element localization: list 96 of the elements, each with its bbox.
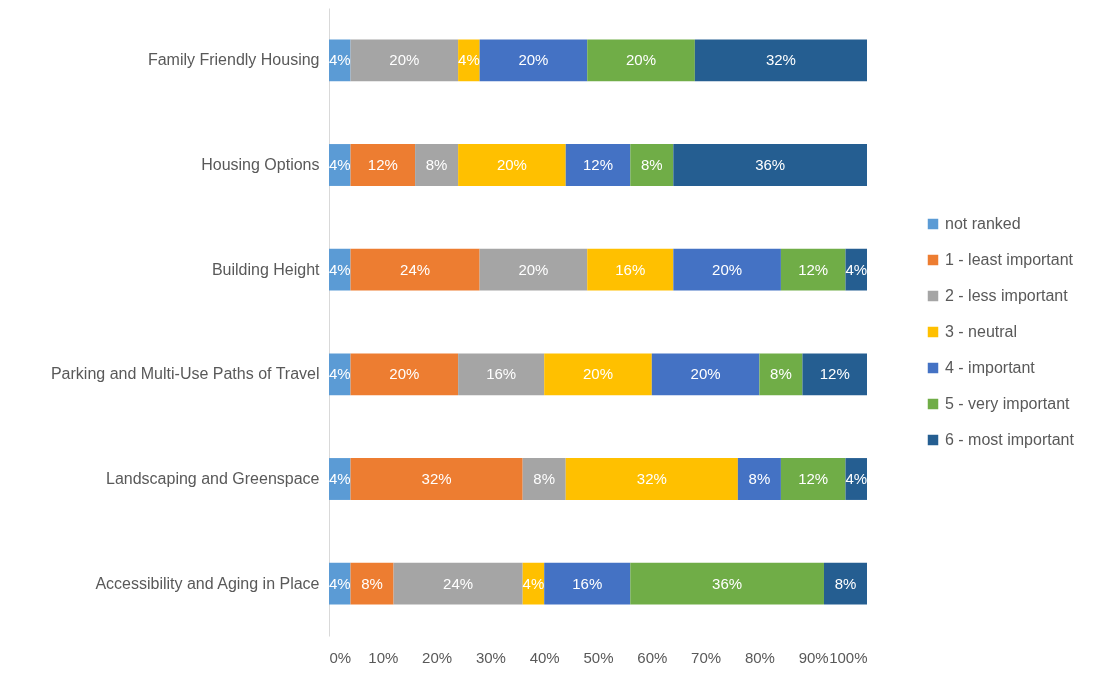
y-tick-label: Family Friendly Housing bbox=[147, 51, 320, 69]
data-label: 16% bbox=[572, 574, 603, 592]
bar bbox=[479, 248, 588, 291]
data-label: 4% bbox=[328, 365, 351, 383]
data-label: 8% bbox=[770, 365, 792, 383]
data-label: 8% bbox=[834, 574, 857, 592]
data-label: 32% bbox=[765, 51, 796, 69]
data-label: 24% bbox=[400, 260, 431, 278]
bar bbox=[458, 353, 545, 396]
data-label: 4% bbox=[845, 470, 868, 487]
bar bbox=[630, 144, 674, 186]
x-tick-label: 40% bbox=[529, 648, 560, 666]
bar bbox=[350, 144, 416, 186]
bar bbox=[565, 458, 738, 500]
bar bbox=[565, 144, 631, 186]
data-label: 20% bbox=[518, 260, 549, 278]
legend-label: not ranked bbox=[945, 215, 1021, 232]
y-tick-label: Housing Options bbox=[201, 156, 320, 173]
bar bbox=[673, 144, 867, 186]
bar bbox=[587, 248, 674, 291]
data-label: 12% bbox=[819, 365, 850, 383]
legend-label: 2 - less important bbox=[945, 287, 1069, 304]
bar bbox=[802, 353, 867, 396]
x-tick-label: 90% bbox=[798, 648, 829, 666]
x-tick-label: 20% bbox=[422, 648, 453, 666]
bar bbox=[350, 562, 394, 605]
data-label: 32% bbox=[636, 470, 667, 487]
bar bbox=[350, 458, 523, 500]
data-label: 20% bbox=[690, 365, 721, 383]
data-label: 20% bbox=[389, 51, 420, 69]
bar bbox=[544, 562, 631, 605]
data-label: 20% bbox=[582, 365, 614, 383]
data-label: 4% bbox=[328, 156, 351, 173]
bar bbox=[780, 248, 846, 291]
data-label: 4% bbox=[522, 574, 545, 592]
data-label: 24% bbox=[443, 574, 474, 592]
data-label: 20% bbox=[712, 260, 743, 278]
legend-label: 3 - neutral bbox=[945, 323, 1018, 340]
data-label: 4% bbox=[845, 260, 868, 278]
data-label: 8% bbox=[640, 156, 663, 173]
bar bbox=[651, 353, 760, 396]
x-tick-label: 30% bbox=[475, 648, 506, 666]
x-tick-label: 10% bbox=[368, 648, 399, 666]
legend-label: 5 - very important bbox=[945, 395, 1071, 412]
data-label: 20% bbox=[626, 51, 657, 69]
bar bbox=[759, 353, 803, 396]
data-label: 4% bbox=[328, 51, 351, 69]
bar bbox=[522, 458, 566, 500]
data-label: 4% bbox=[328, 574, 351, 592]
data-label: 8% bbox=[361, 574, 383, 592]
bar bbox=[415, 144, 459, 186]
bar bbox=[694, 39, 867, 82]
data-label: 16% bbox=[615, 260, 646, 278]
bar bbox=[350, 248, 480, 291]
data-label: 16% bbox=[486, 365, 517, 383]
data-label: 12% bbox=[582, 156, 614, 173]
bar bbox=[630, 562, 824, 605]
x-tick-label: 0% bbox=[329, 648, 352, 666]
x-tick-label: 100% bbox=[829, 648, 868, 666]
bar bbox=[737, 458, 781, 500]
data-label: 20% bbox=[496, 156, 527, 173]
data-label: 12% bbox=[367, 156, 398, 173]
data-label: 8% bbox=[533, 470, 556, 487]
bar bbox=[350, 39, 459, 82]
data-label: 36% bbox=[712, 574, 743, 592]
bar bbox=[673, 248, 781, 291]
bar bbox=[350, 353, 459, 396]
legend-label: 1 - least important bbox=[945, 251, 1074, 268]
legend-label: 6 - most important bbox=[945, 431, 1075, 448]
x-tick-label: 60% bbox=[637, 648, 668, 666]
data-label: 12% bbox=[798, 470, 829, 487]
legend-label: 4 - important bbox=[945, 359, 1036, 376]
data-label: 36% bbox=[755, 156, 786, 173]
data-label: 8% bbox=[425, 156, 448, 173]
data-label: 4% bbox=[328, 260, 351, 278]
bar bbox=[780, 458, 846, 500]
bar bbox=[479, 39, 588, 82]
bar bbox=[587, 39, 695, 82]
data-label: 8% bbox=[748, 470, 771, 487]
y-tick-label: Building Height bbox=[211, 260, 321, 278]
data-label: 4% bbox=[328, 470, 351, 487]
data-label: 32% bbox=[421, 470, 452, 487]
x-tick-label: 50% bbox=[583, 648, 614, 666]
y-tick-label: Parking and Multi-Use Paths of Travel bbox=[50, 365, 320, 383]
x-tick-label: 70% bbox=[691, 648, 722, 666]
data-label: 20% bbox=[518, 51, 549, 69]
data-label: 20% bbox=[389, 365, 420, 383]
bar bbox=[823, 562, 867, 605]
y-tick-label: Landscaping and Greenspace bbox=[106, 470, 320, 487]
bar bbox=[458, 144, 566, 186]
x-tick-label: 80% bbox=[744, 648, 775, 666]
data-label: 4% bbox=[458, 51, 480, 69]
bar bbox=[393, 562, 523, 605]
y-tick-label: Accessibility and Aging in Place bbox=[95, 574, 320, 592]
bar bbox=[544, 353, 652, 396]
data-label: 12% bbox=[798, 260, 829, 278]
